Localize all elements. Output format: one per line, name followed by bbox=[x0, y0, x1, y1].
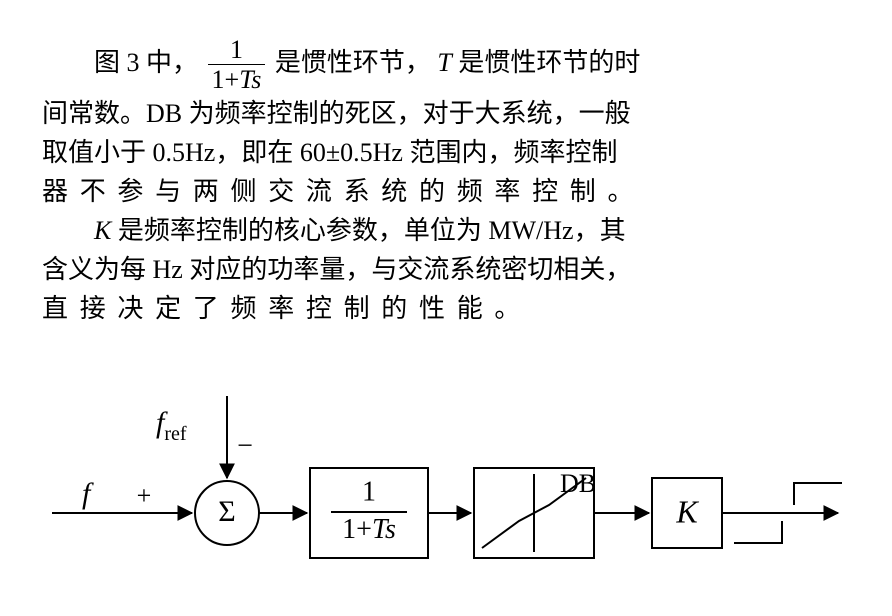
t5a: 是频率控制的核心参数，单位为 bbox=[118, 216, 482, 245]
t1a: 图 3 中， bbox=[94, 48, 198, 77]
paper-paragraph: 图 3 中， 1 1+Ts 是惯性环节， T 是惯性环节的时 间常数。DB 为频… bbox=[42, 36, 850, 328]
inline-fraction: 1 1+Ts bbox=[208, 36, 266, 94]
K-var: K bbox=[94, 216, 111, 245]
svg-text:fref: fref bbox=[156, 406, 187, 445]
t7: 直接决定了频率控制的性能。 bbox=[42, 294, 532, 323]
svg-text:−: − bbox=[237, 430, 253, 461]
svg-text:DB: DB bbox=[560, 469, 596, 498]
hzword: Hz bbox=[146, 255, 189, 284]
t4: 器不参与两侧交流系统的频率控制。 bbox=[42, 177, 645, 206]
diagram-svg: f + Σfref − 1 1+Ts DB K bbox=[42, 378, 842, 578]
t3c: 范围内，频率控制 bbox=[409, 138, 617, 167]
halfhz: 0.5Hz bbox=[146, 138, 215, 167]
svg-text:1: 1 bbox=[362, 476, 376, 507]
T-var: T bbox=[437, 48, 451, 77]
t1b: 是惯性环节， bbox=[275, 48, 431, 77]
block-diagram: f + Σfref − 1 1+Ts DB K bbox=[42, 378, 850, 578]
svg-text:K: K bbox=[675, 493, 699, 529]
svg-text:+: + bbox=[137, 481, 152, 510]
t5b: ，其 bbox=[574, 216, 626, 245]
svg-text:f: f bbox=[82, 476, 94, 509]
svg-text:Σ: Σ bbox=[218, 494, 235, 527]
svg-text:1+Ts: 1+Ts bbox=[342, 514, 396, 545]
frac-num: 1 bbox=[230, 35, 243, 64]
mwhz: MW/Hz bbox=[482, 216, 574, 245]
frac-den-T: T bbox=[239, 65, 251, 94]
frac-den-s: s bbox=[251, 65, 261, 94]
t6: 含义为每 bbox=[42, 255, 146, 284]
t3a: 取值小于 bbox=[42, 138, 146, 167]
range: 60±0.5Hz bbox=[300, 138, 410, 167]
t6b: 对应的功率量，与交流系统密切相关， bbox=[189, 255, 631, 284]
t1c: 是惯性环节的时 bbox=[458, 48, 640, 77]
t2b: 为频率控制的死区，对于大系统，一般 bbox=[189, 99, 631, 128]
DB-text: DB bbox=[146, 99, 182, 128]
frac-den-pre: 1+ bbox=[212, 65, 240, 94]
t2: 间常数。 bbox=[42, 99, 146, 128]
t3b: ，即在 bbox=[215, 138, 293, 167]
